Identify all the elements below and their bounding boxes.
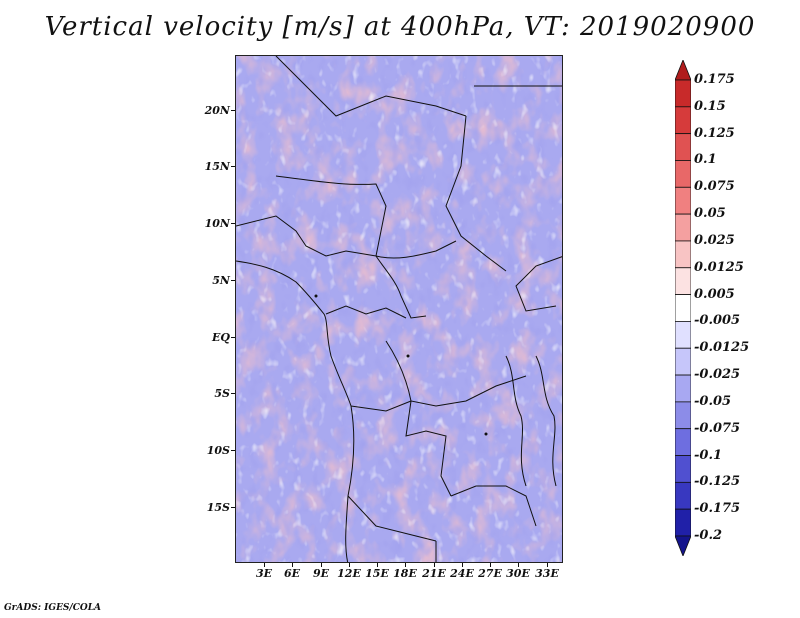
- lon-label: 18E: [393, 567, 417, 580]
- lon-label: 27E: [478, 567, 502, 580]
- lat-tick: [231, 223, 235, 224]
- colorbar-swatch: [674, 321, 692, 349]
- lon-label: 9E: [312, 567, 330, 580]
- colorbar-swatch: [674, 186, 692, 215]
- lon-tick: [264, 563, 265, 567]
- lon-label: 15E: [365, 567, 389, 580]
- colorbar-label: -0.05: [694, 393, 732, 409]
- colorbar-label: -0.2: [694, 528, 723, 543]
- lon-label: 30E: [506, 567, 530, 580]
- lon-tick: [434, 563, 435, 567]
- colorbar-bottom-arrow: [674, 535, 692, 558]
- colorbar-swatch: [674, 133, 692, 161]
- colorbar-label: 0.005: [694, 286, 735, 302]
- lon-tick: [349, 563, 350, 567]
- lat-label: 15N: [204, 160, 230, 173]
- colorbar-label: -0.1: [694, 447, 723, 463]
- vertical-velocity-field: [236, 56, 562, 562]
- colorbar-label: 0.025: [694, 232, 735, 248]
- lat-tick: [231, 507, 235, 508]
- colorbar-label: 0.1: [694, 152, 717, 168]
- lat-label: 5N: [212, 274, 230, 287]
- colorbar-label: 0.175: [694, 72, 735, 87]
- colorbar-swatch: [674, 428, 692, 456]
- lat-tick: [231, 337, 235, 338]
- lat-tick: [231, 450, 235, 451]
- lat-tick: [231, 393, 235, 394]
- map-panel: [235, 55, 563, 563]
- lon-tick: [292, 563, 293, 567]
- colorbar-swatch: [674, 294, 692, 322]
- lon-label: 3E: [255, 567, 273, 580]
- lon-tick: [547, 563, 548, 567]
- colorbar-swatch: [674, 240, 692, 269]
- colorbar-swatch: [674, 455, 692, 483]
- lon-tick: [490, 563, 491, 567]
- colorbar-swatch: [674, 267, 692, 295]
- lon-label: 33E: [535, 567, 559, 580]
- colorbar-top-arrow: [674, 58, 692, 81]
- lon-tick: [321, 563, 322, 567]
- lat-tick: [231, 110, 235, 111]
- colorbar-label: -0.175: [694, 501, 741, 517]
- lon-tick: [518, 563, 519, 567]
- lat-label: 5S: [214, 387, 230, 400]
- colorbar-swatch: [674, 508, 692, 537]
- credit-text: GrADS: IGES/COLA: [4, 603, 102, 613]
- lat-label: 20N: [204, 104, 230, 117]
- colorbar-label: -0.005: [694, 313, 741, 329]
- colorbar-label: 0.125: [694, 125, 735, 141]
- colorbar-swatch: [674, 401, 692, 430]
- lon-tick: [377, 563, 378, 567]
- colorbar-swatch: [674, 106, 692, 135]
- colorbar-label: -0.025: [694, 367, 741, 383]
- map-title: Vertical velocity [m/s] at 400hPa, VT: 2…: [44, 12, 756, 42]
- lon-label: 6E: [283, 567, 301, 580]
- lat-tick: [231, 280, 235, 281]
- colorbar-label: 0.075: [694, 179, 735, 195]
- colorbar-label: 0.05: [694, 206, 726, 222]
- colorbar-swatch: [674, 481, 692, 510]
- lat-label: 10N: [204, 217, 230, 230]
- lon-label: 21E: [422, 567, 446, 580]
- lon-tick: [405, 563, 406, 567]
- lat-label: 10S: [206, 444, 230, 457]
- colorbar-swatch: [674, 347, 692, 376]
- colorbar-label: -0.075: [694, 420, 741, 436]
- lat-label: EQ: [212, 331, 230, 344]
- colorbar-label: -0.125: [694, 474, 741, 490]
- colorbar-swatch: [674, 374, 692, 403]
- lat-label: 15S: [206, 501, 230, 514]
- colorbar-swatch: [674, 79, 692, 108]
- lat-tick: [231, 166, 235, 167]
- lon-label: 24E: [450, 567, 474, 580]
- colorbar-swatch: [674, 213, 692, 242]
- lon-label: 12E: [337, 567, 361, 580]
- colorbar-label: 0.0125: [694, 259, 744, 275]
- lon-tick: [462, 563, 463, 567]
- colorbar-swatch: [674, 160, 692, 188]
- colorbar-label: 0.15: [694, 98, 726, 114]
- colorbar: [674, 58, 692, 560]
- colorbar-label: -0.0125: [694, 340, 750, 356]
- colorbar-graphic: [674, 58, 692, 558]
